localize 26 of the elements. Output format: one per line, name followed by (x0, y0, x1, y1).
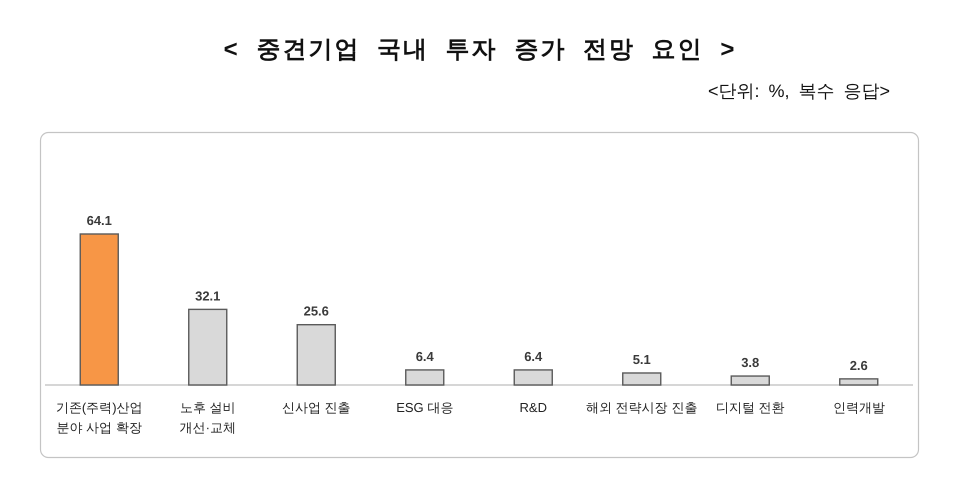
bar (296, 324, 336, 386)
bar (622, 372, 662, 386)
data-label: 25.6 (304, 304, 329, 319)
data-label: 6.4 (524, 348, 544, 364)
x-tick-label: 신사업 진출 (282, 400, 351, 415)
bar (80, 233, 119, 386)
x-tick-label: 디지털 전환 (716, 400, 785, 415)
data-label: 32.1 (195, 288, 220, 304)
bar (514, 369, 553, 386)
bar (405, 369, 444, 386)
chart-title: < 중견기업 국내 투자 증가 전망 요인 > (224, 36, 736, 63)
bar (839, 378, 878, 386)
x-tick-label: R&D (520, 400, 547, 415)
chart-subtitle: <단위: %, 복수 응답> (708, 81, 890, 101)
x-tick-label: 기존(주력)산업 분야 사업 확장 (56, 400, 143, 435)
bar (188, 308, 228, 386)
bar (730, 375, 770, 386)
data-label: 2.6 (850, 358, 868, 373)
data-label: 3.8 (741, 355, 760, 370)
data-label: 64.1 (86, 213, 112, 228)
data-label: 5.1 (632, 352, 651, 367)
x-tick-label: 인력개발 (832, 400, 885, 415)
x-tick-label: 해외 전략시장 진출 (586, 400, 698, 415)
data-label: 6.4 (416, 348, 435, 364)
x-tick-label: ESG 대응 (396, 400, 454, 415)
x-tick-label: 노후 설비 개선·교체 (180, 400, 236, 435)
